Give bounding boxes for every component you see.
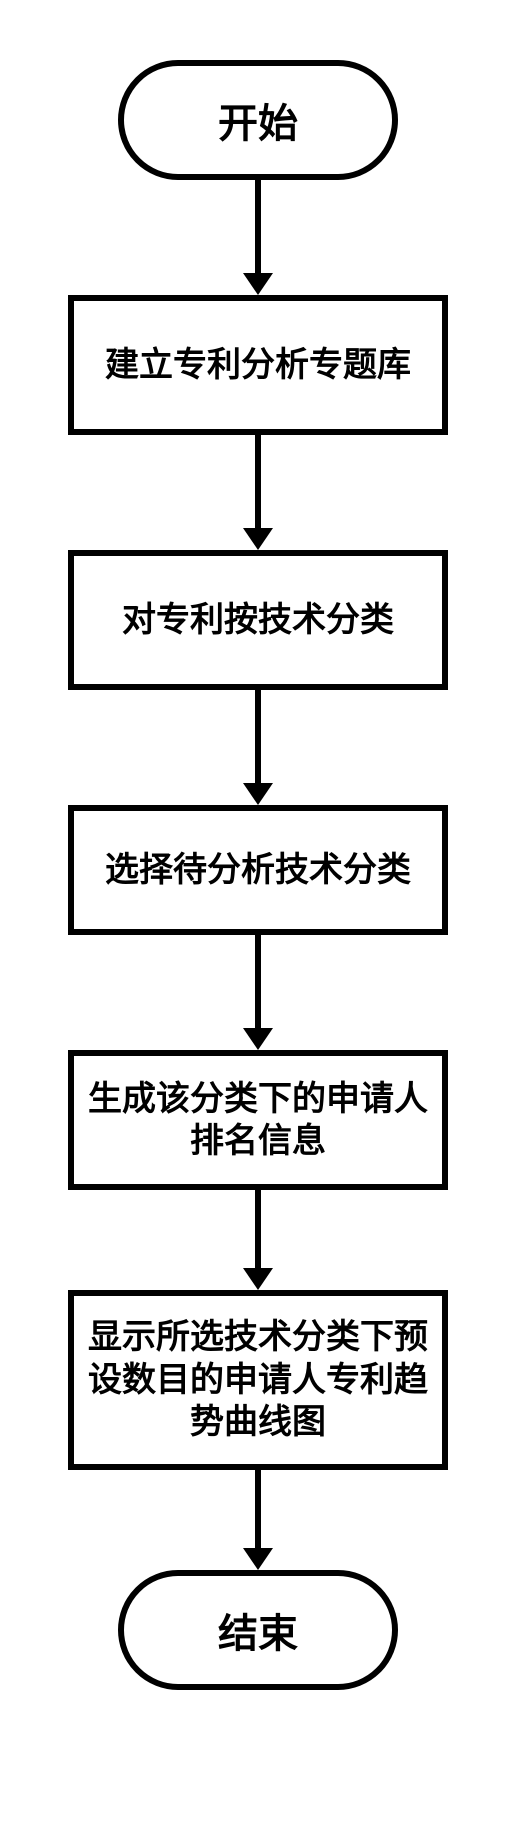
arrow-shaft (255, 935, 261, 1028)
flowchart-terminator-end: 结束 (118, 1570, 398, 1690)
flowchart-arrow (243, 1470, 273, 1570)
flowchart-process-step3: 选择待分析技术分类 (68, 805, 448, 935)
arrow-shaft (255, 1190, 261, 1268)
arrow-shaft (255, 180, 261, 273)
arrow-head (243, 783, 273, 805)
flowchart-process-step1: 建立专利分析专题库 (68, 295, 448, 435)
arrow-head (243, 1268, 273, 1290)
flowchart-arrow (243, 1190, 273, 1290)
arrow-head (243, 273, 273, 295)
flowchart-arrow (243, 935, 273, 1050)
flowchart-process-step5: 显示所选技术分类下预设数目的申请人专利趋势曲线图 (68, 1290, 448, 1470)
arrow-head (243, 1028, 273, 1050)
flowchart-arrow (243, 180, 273, 295)
flowchart-terminator-start: 开始 (118, 60, 398, 180)
flowchart-arrow (243, 690, 273, 805)
arrow-shaft (255, 435, 261, 528)
arrow-head (243, 1548, 273, 1570)
arrow-shaft (255, 1470, 261, 1548)
flowchart-process-step2: 对专利按技术分类 (68, 550, 448, 690)
arrow-shaft (255, 690, 261, 783)
flowchart-process-step4: 生成该分类下的申请人排名信息 (68, 1050, 448, 1190)
arrow-head (243, 528, 273, 550)
flowchart-arrow (243, 435, 273, 550)
